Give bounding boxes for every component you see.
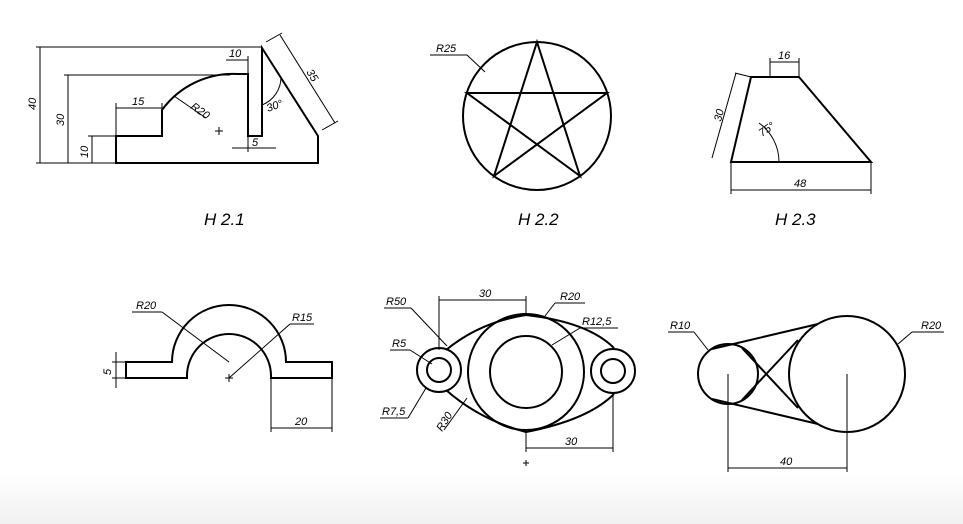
h25-r5: R5 xyxy=(392,338,407,350)
h25-left-hole xyxy=(426,357,452,383)
h21-ext-35a xyxy=(265,32,283,43)
h21-angle-30: 30° xyxy=(265,98,285,115)
h23-dim-16: 16 xyxy=(778,50,791,62)
h26-belt-bottom xyxy=(711,398,819,425)
h23-dim-30-line xyxy=(711,72,737,159)
h25-left-boss xyxy=(416,347,462,393)
h25-r75-leader xyxy=(407,387,427,419)
h26-r20: R20 xyxy=(921,320,942,332)
bottom-shade xyxy=(0,472,963,524)
figure-h2-3: 16 30 75° 48 H 2.3 xyxy=(711,50,874,229)
h25-r20: R20 xyxy=(560,291,581,303)
caption-h2-3: H 2.3 xyxy=(775,210,816,229)
h26-dim-40: 40 xyxy=(780,456,793,468)
h22-r25: R25 xyxy=(436,43,457,55)
h23-dim-30: 30 xyxy=(712,107,727,123)
h26-cross-b xyxy=(741,339,799,401)
h25-r20-leader xyxy=(544,302,556,317)
h21-dim-30: 30 xyxy=(55,113,67,126)
h21-dim-5: 5 xyxy=(252,137,259,149)
h25-r125-leader xyxy=(551,327,581,346)
h25-r30: R30 xyxy=(434,409,455,433)
h21-dim-top10: 10 xyxy=(229,48,242,60)
caption-h2-2: H 2.2 xyxy=(518,210,559,229)
h21-dim-35: 35 xyxy=(303,67,320,84)
h25-r125: R12,5 xyxy=(582,316,612,328)
h24-dim-5: 5 xyxy=(102,368,114,375)
h22-circle xyxy=(462,41,612,191)
h26-cross-a xyxy=(741,347,799,409)
h26-r10: R10 xyxy=(670,320,691,332)
h23-ext-30 xyxy=(734,72,752,78)
h22-r25-leader xyxy=(466,54,486,73)
h21-ext-35b xyxy=(321,120,339,131)
h24-arch-profile xyxy=(125,304,333,379)
h25-dim-30bot: 30 xyxy=(565,436,578,448)
h24-r20-leader xyxy=(161,311,230,363)
h22-star xyxy=(463,38,611,179)
h21-dim-15: 15 xyxy=(132,96,145,108)
h25-r50: R50 xyxy=(386,296,407,308)
h26-belt-top xyxy=(711,323,819,350)
h25-r75: R7,5 xyxy=(382,406,406,418)
h21-r20: R20 xyxy=(188,101,212,123)
h24-r15: R15 xyxy=(292,312,313,324)
h25-right-hole xyxy=(600,358,626,384)
h23-angle-arc xyxy=(758,122,780,163)
h25-r5-leader xyxy=(409,349,433,365)
h25-r50-leader xyxy=(410,307,448,347)
h25-dim-30top: 30 xyxy=(479,288,492,300)
h25-lower-arc xyxy=(445,389,615,434)
h24-dim-20: 20 xyxy=(294,416,308,428)
h21-dim-40: 40 xyxy=(27,97,39,110)
h24-r15-leader xyxy=(228,323,291,379)
h21-dim-35-line xyxy=(279,34,336,124)
h23-dim-48: 48 xyxy=(794,178,807,190)
h25-large-circle xyxy=(467,313,585,431)
h21-dim-10: 10 xyxy=(79,145,91,158)
h21-angle-arc xyxy=(261,76,282,106)
caption-h2-1: H 2.1 xyxy=(204,210,245,229)
h26-r10-leader xyxy=(693,331,709,351)
h24-r20: R20 xyxy=(136,300,157,312)
h25-right-boss xyxy=(590,348,636,394)
h25-hole-circle xyxy=(489,335,563,409)
figure-h2-2: R25 H 2.2 xyxy=(430,38,612,229)
h23-trapezoid xyxy=(729,76,874,163)
h26-r20-leader xyxy=(897,331,913,345)
h21-profile xyxy=(115,44,319,164)
h21-r20-leader xyxy=(173,95,207,119)
figure-h2-1: 40 30 10 15 10 R20 5 30° 35 H 2.1 xyxy=(27,32,339,229)
h23-angle-75: 75° xyxy=(757,120,778,140)
h25-r30-leader xyxy=(443,397,468,431)
